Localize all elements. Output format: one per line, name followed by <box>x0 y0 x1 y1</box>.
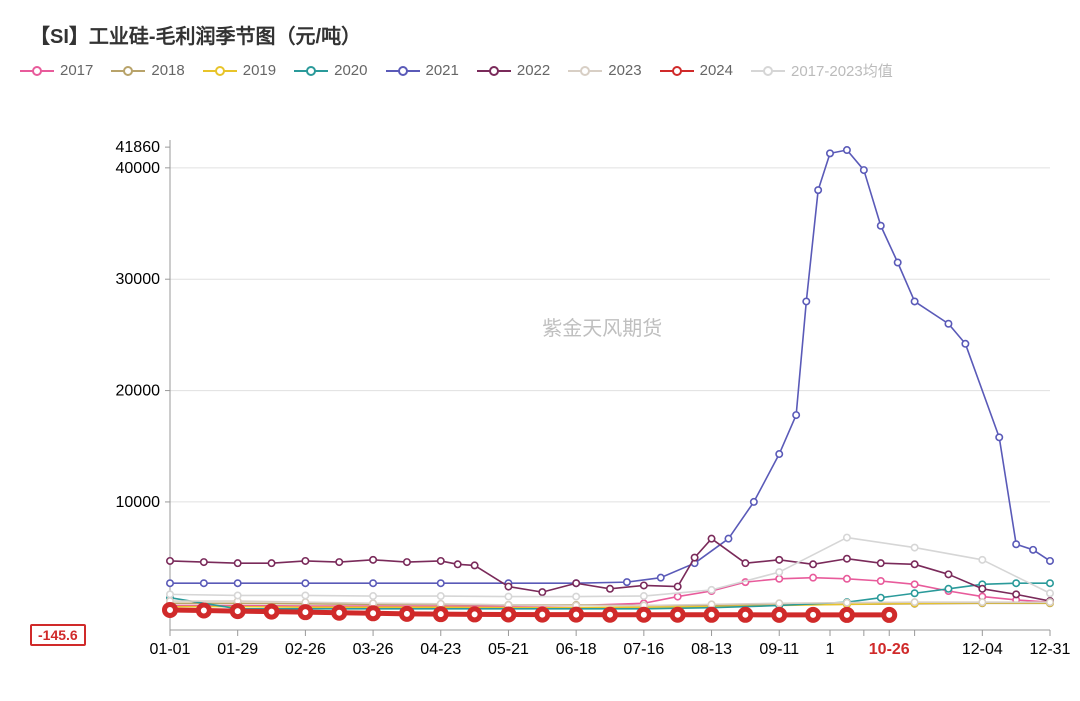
chart-title: 【SI】工业硅-毛利润季节图（元/吨） <box>30 20 361 49</box>
svg-text:12-31: 12-31 <box>1030 641 1071 658</box>
legend-item-2019[interactable]: 2019 <box>203 62 276 79</box>
svg-text:1: 1 <box>826 641 835 658</box>
legend-item-2022[interactable]: 2022 <box>477 62 550 79</box>
legend-swatch <box>568 64 602 78</box>
svg-text:40000: 40000 <box>116 160 161 177</box>
y-highlight-badge: -145.6 <box>30 624 86 646</box>
legend-label: 2024 <box>700 62 733 79</box>
svg-text:09-11: 09-11 <box>759 641 799 658</box>
svg-text:02-26: 02-26 <box>285 641 326 658</box>
legend-label: 2020 <box>334 62 367 79</box>
legend-item-2017-2023均值[interactable]: 2017-2023均值 <box>751 60 893 81</box>
legend-label: 2018 <box>151 62 184 79</box>
svg-text:20000: 20000 <box>116 383 161 400</box>
legend-swatch <box>477 64 511 78</box>
svg-text:10000: 10000 <box>116 494 161 511</box>
svg-text:05-21: 05-21 <box>488 641 529 658</box>
svg-text:10-26: 10-26 <box>869 641 910 658</box>
legend-swatch <box>294 64 328 78</box>
legend-swatch <box>751 64 785 78</box>
legend: 2017 2018 2019 2020 2021 2022 2023 2024 2017-202… <box>20 60 893 81</box>
legend-item-2021[interactable]: 2021 <box>386 62 459 79</box>
svg-text:06-18: 06-18 <box>556 641 597 658</box>
legend-label: 2019 <box>243 62 276 79</box>
legend-swatch <box>203 64 237 78</box>
svg-text:08-13: 08-13 <box>691 641 732 658</box>
svg-text:01-01: 01-01 <box>150 641 191 658</box>
legend-item-2018[interactable]: 2018 <box>111 62 184 79</box>
svg-text:07-16: 07-16 <box>623 641 664 658</box>
chart-area: 10000 20000 30000 40000 41860 01-01 01-29 02-26… <box>0 110 1080 690</box>
legend-swatch <box>660 64 694 78</box>
svg-text:04-23: 04-23 <box>420 641 461 658</box>
legend-item-2024[interactable]: 2024 <box>660 62 733 79</box>
legend-label: 2021 <box>426 62 459 79</box>
svg-text:12-04: 12-04 <box>962 641 1003 658</box>
legend-label: 2023 <box>608 62 641 79</box>
legend-swatch <box>111 64 145 78</box>
legend-label: 2017 <box>60 62 93 79</box>
legend-item-2017[interactable]: 2017 <box>20 62 93 79</box>
svg-text:紫金天风期货: 紫金天风期货 <box>542 317 662 340</box>
svg-text:30000: 30000 <box>116 271 161 288</box>
legend-swatch <box>20 64 54 78</box>
legend-label: 2017-2023均值 <box>791 60 893 81</box>
legend-item-2023[interactable]: 2023 <box>568 62 641 79</box>
legend-label: 2022 <box>517 62 550 79</box>
svg-text:41860: 41860 <box>116 139 161 156</box>
legend-swatch <box>386 64 420 78</box>
svg-text:03-26: 03-26 <box>353 641 394 658</box>
legend-item-2020[interactable]: 2020 <box>294 62 367 79</box>
svg-text:01-29: 01-29 <box>217 641 258 658</box>
